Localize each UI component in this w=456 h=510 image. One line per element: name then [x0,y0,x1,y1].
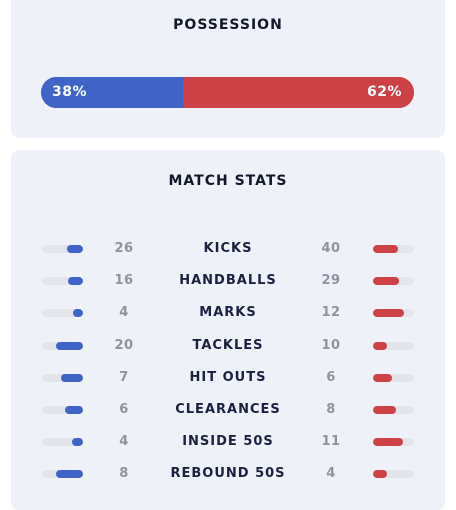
home-stat-value: 20 [114,337,134,353]
home-stat-value: 7 [119,369,129,385]
away-stat-bar-fill [373,438,403,447]
away-stat-bar-fill [373,277,399,286]
home-stat-bar [42,277,83,286]
away-stat-value: 8 [326,402,336,417]
home-stat-bar-fill [72,438,83,447]
home-stat-value: 26 [114,241,134,256]
away-stat-bar-fill [373,373,392,382]
stat-name: INSIDE 50S [182,434,274,450]
away-stat-bar [373,309,414,318]
home-stat-value: 8 [119,466,129,482]
home-stat-value: 6 [119,402,129,417]
home-stat-value: 16 [114,273,134,289]
stat-row: 26 KICKS 40 [11,241,445,257]
home-stat-bar-fill [68,277,83,286]
possession-away-label: 62% [366,84,402,100]
away-stat-bar [373,438,414,447]
away-stat-value: 6 [326,369,336,385]
away-stat-value: 12 [321,305,341,321]
away-stat-value: 29 [321,273,341,289]
possession-home-label: 38% [52,84,88,100]
home-stat-bar [42,309,83,318]
match-stats-card: MATCH STATS 26 KICKS 40 16 HANDBALLS 29 4 MARKS… [11,150,445,510]
match-stats-title: MATCH STATS [168,173,288,189]
stat-name: MARKS [199,305,257,321]
stat-name: HANDBALLS [179,273,277,289]
home-stat-bar [42,341,83,350]
stat-row: 6 CLEARANCES 8 [11,402,445,418]
stat-row: 20 TACKLES 10 [11,338,445,354]
away-stat-bar [373,470,414,479]
possession-bar: 38% 62% [41,77,414,108]
home-stat-bar [42,245,83,253]
stat-name: HIT OUTS [189,369,267,385]
home-stat-bar [42,438,83,447]
stat-row: 4 INSIDE 50S 11 [11,434,445,450]
away-stat-bar [373,245,414,253]
home-stat-bar-fill [56,470,83,479]
away-stat-value: 40 [321,241,341,256]
away-stat-value: 4 [326,466,336,482]
stat-name: CLEARANCES [175,402,281,417]
away-stat-bar-fill [373,406,396,414]
away-stat-bar [373,341,414,350]
away-stat-bar-fill [373,470,387,479]
away-stat-bar-fill [373,309,404,318]
stat-row: 8 REBOUND 50S 4 [11,466,445,482]
stat-name: KICKS [203,241,253,256]
away-stat-bar-fill [373,245,398,253]
stat-name: REBOUND 50S [170,466,286,482]
stat-row: 7 HIT OUTS 6 [11,370,445,386]
home-stat-bar-fill [56,341,83,350]
away-stat-value: 11 [321,434,341,450]
home-stat-bar [42,406,83,414]
away-stat-value: 10 [321,337,341,353]
away-stat-bar [373,277,414,286]
home-stat-value: 4 [119,434,129,450]
away-stat-bar [373,406,414,414]
home-stat-value: 4 [119,305,129,321]
home-stat-bar [42,470,83,479]
home-stat-bar-fill [65,406,83,414]
stat-row: 4 MARKS 12 [11,305,445,321]
home-stat-bar [42,373,83,382]
away-stat-bar [373,373,414,382]
possession-away-segment: 62% [182,77,414,108]
possession-title: POSSESSION [173,17,283,33]
home-stat-bar-fill [73,309,83,318]
home-stat-bar-fill [61,373,83,382]
stat-name: TACKLES [192,337,264,353]
possession-card: POSSESSION 38% 62% [11,0,445,138]
home-stat-bar-fill [67,245,83,253]
stat-row: 16 HANDBALLS 29 [11,273,445,289]
possession-home-segment: 38% [41,77,183,108]
away-stat-bar-fill [373,341,387,350]
